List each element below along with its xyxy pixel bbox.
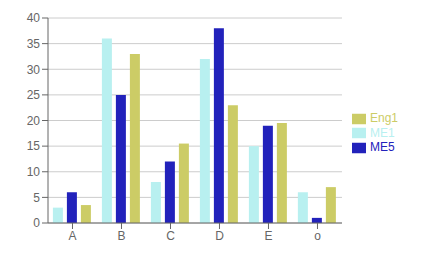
- html-text:Eng1: Eng1: [370, 110, 398, 125]
- svg-text:15: 15: [27, 139, 41, 153]
- svg-text:D: D: [215, 229, 224, 243]
- svg-text:E: E: [264, 229, 272, 243]
- svg-text:C: C: [166, 229, 175, 243]
- svg-text:30: 30: [27, 63, 41, 77]
- svg-text:B: B: [117, 229, 125, 243]
- svg-text:20: 20: [27, 114, 41, 128]
- svg-text:10: 10: [27, 165, 41, 179]
- html-text:ME1: ME1: [370, 125, 395, 140]
- svg-text:40: 40: [27, 11, 41, 25]
- svg-text:35: 35: [27, 37, 41, 51]
- html-text:ME5: ME5: [370, 140, 395, 155]
- svg-text:0: 0: [33, 216, 40, 230]
- svg-text:A: A: [68, 229, 76, 243]
- svg-text:5: 5: [33, 191, 40, 205]
- svg-text:25: 25: [27, 88, 41, 102]
- svg-text:o: o: [314, 229, 321, 243]
